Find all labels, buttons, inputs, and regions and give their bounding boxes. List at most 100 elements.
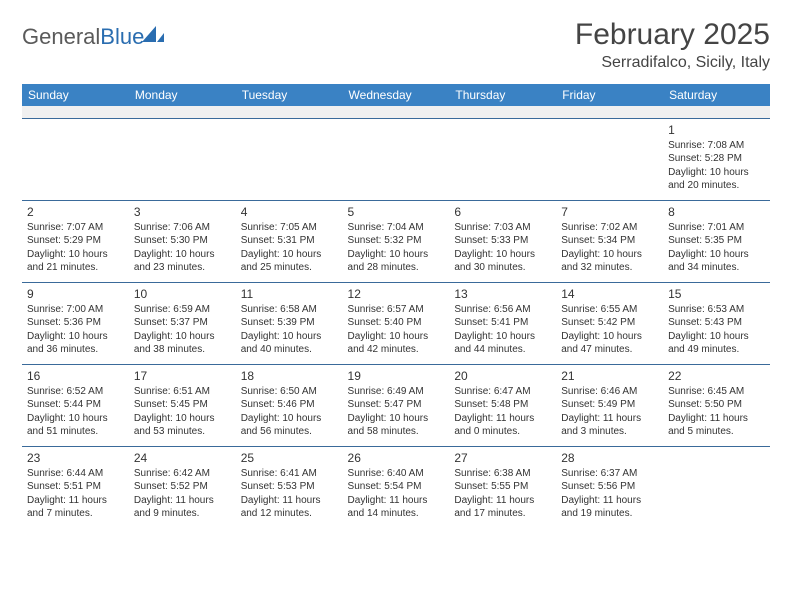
day-number: 20: [454, 368, 551, 384]
sunset-text: Sunset: 5:56 PM: [561, 480, 658, 494]
day-cell: 17Sunrise: 6:51 AMSunset: 5:45 PMDayligh…: [129, 364, 236, 446]
calendar-head: SundayMondayTuesdayWednesdayThursdayFrid…: [22, 84, 770, 106]
sail-icon: [142, 26, 164, 42]
sunrise-text: Sunrise: 6:59 AM: [134, 303, 231, 317]
day-cell: 27Sunrise: 6:38 AMSunset: 5:55 PMDayligh…: [449, 446, 556, 528]
sunrise-text: Sunrise: 6:41 AM: [241, 467, 338, 481]
sunrise-text: Sunrise: 6:52 AM: [27, 385, 124, 399]
day-header: Thursday: [449, 84, 556, 106]
day-header: Friday: [556, 84, 663, 106]
sunrise-text: Sunrise: 6:51 AM: [134, 385, 231, 399]
sunset-text: Sunset: 5:44 PM: [27, 398, 124, 412]
sunrise-text: Sunrise: 7:07 AM: [27, 221, 124, 235]
day-cell: 19Sunrise: 6:49 AMSunset: 5:47 PMDayligh…: [343, 364, 450, 446]
day-cell: 20Sunrise: 6:47 AMSunset: 5:48 PMDayligh…: [449, 364, 556, 446]
empty-cell: [22, 118, 129, 200]
sunrise-text: Sunrise: 6:49 AM: [348, 385, 445, 399]
daylight-text: Daylight: 10 hours and 21 minutes.: [27, 248, 124, 275]
daylight-text: Daylight: 10 hours and 28 minutes.: [348, 248, 445, 275]
empty-cell: [663, 446, 770, 528]
day-number: 21: [561, 368, 658, 384]
daylight-text: Daylight: 10 hours and 42 minutes.: [348, 330, 445, 357]
daylight-text: Daylight: 10 hours and 36 minutes.: [27, 330, 124, 357]
empty-cell: [449, 118, 556, 200]
sunset-text: Sunset: 5:40 PM: [348, 316, 445, 330]
day-cell: 18Sunrise: 6:50 AMSunset: 5:46 PMDayligh…: [236, 364, 343, 446]
day-cell: 28Sunrise: 6:37 AMSunset: 5:56 PMDayligh…: [556, 446, 663, 528]
sunset-text: Sunset: 5:51 PM: [27, 480, 124, 494]
daylight-text: Daylight: 10 hours and 40 minutes.: [241, 330, 338, 357]
day-number: 11: [241, 286, 338, 302]
sunset-text: Sunset: 5:53 PM: [241, 480, 338, 494]
day-cell: 3Sunrise: 7:06 AMSunset: 5:30 PMDaylight…: [129, 200, 236, 282]
day-number: 7: [561, 204, 658, 220]
sunrise-text: Sunrise: 6:40 AM: [348, 467, 445, 481]
sunrise-text: Sunrise: 6:45 AM: [668, 385, 765, 399]
empty-cell: [129, 118, 236, 200]
sunset-text: Sunset: 5:41 PM: [454, 316, 551, 330]
empty-cell: [343, 118, 450, 200]
calendar-row: 2Sunrise: 7:07 AMSunset: 5:29 PMDaylight…: [22, 200, 770, 282]
daylight-text: Daylight: 10 hours and 38 minutes.: [134, 330, 231, 357]
brand-part2: Blue: [100, 24, 144, 49]
sunrise-text: Sunrise: 7:03 AM: [454, 221, 551, 235]
sunset-text: Sunset: 5:31 PM: [241, 234, 338, 248]
day-cell: 21Sunrise: 6:46 AMSunset: 5:49 PMDayligh…: [556, 364, 663, 446]
day-number: 8: [668, 204, 765, 220]
brand-text: GeneralBlue: [22, 24, 144, 50]
day-header: Wednesday: [343, 84, 450, 106]
calendar-row: 16Sunrise: 6:52 AMSunset: 5:44 PMDayligh…: [22, 364, 770, 446]
daylight-text: Daylight: 11 hours and 9 minutes.: [134, 494, 231, 521]
day-cell: 14Sunrise: 6:55 AMSunset: 5:42 PMDayligh…: [556, 282, 663, 364]
day-number: 26: [348, 450, 445, 466]
day-header: Tuesday: [236, 84, 343, 106]
day-cell: 11Sunrise: 6:58 AMSunset: 5:39 PMDayligh…: [236, 282, 343, 364]
day-header: Sunday: [22, 84, 129, 106]
sunrise-text: Sunrise: 7:05 AM: [241, 221, 338, 235]
day-number: 2: [27, 204, 124, 220]
sunset-text: Sunset: 5:36 PM: [27, 316, 124, 330]
sunset-text: Sunset: 5:54 PM: [348, 480, 445, 494]
daylight-text: Daylight: 10 hours and 23 minutes.: [134, 248, 231, 275]
sunset-text: Sunset: 5:33 PM: [454, 234, 551, 248]
sunset-text: Sunset: 5:35 PM: [668, 234, 765, 248]
daylight-text: Daylight: 10 hours and 30 minutes.: [454, 248, 551, 275]
day-cell: 10Sunrise: 6:59 AMSunset: 5:37 PMDayligh…: [129, 282, 236, 364]
sunset-text: Sunset: 5:49 PM: [561, 398, 658, 412]
daylight-text: Daylight: 10 hours and 58 minutes.: [348, 412, 445, 439]
day-cell: 16Sunrise: 6:52 AMSunset: 5:44 PMDayligh…: [22, 364, 129, 446]
daylight-text: Daylight: 11 hours and 5 minutes.: [668, 412, 765, 439]
day-cell: 24Sunrise: 6:42 AMSunset: 5:52 PMDayligh…: [129, 446, 236, 528]
day-cell: 1Sunrise: 7:08 AMSunset: 5:28 PMDaylight…: [663, 118, 770, 200]
sunset-text: Sunset: 5:45 PM: [134, 398, 231, 412]
daylight-text: Daylight: 10 hours and 49 minutes.: [668, 330, 765, 357]
sunset-text: Sunset: 5:30 PM: [134, 234, 231, 248]
day-number: 23: [27, 450, 124, 466]
day-number: 28: [561, 450, 658, 466]
sunrise-text: Sunrise: 6:38 AM: [454, 467, 551, 481]
day-cell: 6Sunrise: 7:03 AMSunset: 5:33 PMDaylight…: [449, 200, 556, 282]
sunrise-text: Sunrise: 7:04 AM: [348, 221, 445, 235]
sunrise-text: Sunrise: 6:53 AM: [668, 303, 765, 317]
empty-cell: [556, 118, 663, 200]
day-number: 16: [27, 368, 124, 384]
day-number: 3: [134, 204, 231, 220]
day-number: 1: [668, 122, 765, 138]
day-header: Saturday: [663, 84, 770, 106]
day-cell: 13Sunrise: 6:56 AMSunset: 5:41 PMDayligh…: [449, 282, 556, 364]
sunset-text: Sunset: 5:42 PM: [561, 316, 658, 330]
calendar-table: SundayMondayTuesdayWednesdayThursdayFrid…: [22, 84, 770, 528]
day-number: 9: [27, 286, 124, 302]
month-title: February 2025: [575, 18, 770, 52]
daylight-text: Daylight: 11 hours and 12 minutes.: [241, 494, 338, 521]
sunrise-text: Sunrise: 6:57 AM: [348, 303, 445, 317]
sunset-text: Sunset: 5:37 PM: [134, 316, 231, 330]
title-block: February 2025 Serradifalco, Sicily, Ital…: [575, 18, 770, 72]
calendar-row: 23Sunrise: 6:44 AMSunset: 5:51 PMDayligh…: [22, 446, 770, 528]
day-number: 15: [668, 286, 765, 302]
sunrise-text: Sunrise: 6:56 AM: [454, 303, 551, 317]
daylight-text: Daylight: 10 hours and 51 minutes.: [27, 412, 124, 439]
day-cell: 12Sunrise: 6:57 AMSunset: 5:40 PMDayligh…: [343, 282, 450, 364]
sunrise-text: Sunrise: 7:02 AM: [561, 221, 658, 235]
sunset-text: Sunset: 5:47 PM: [348, 398, 445, 412]
